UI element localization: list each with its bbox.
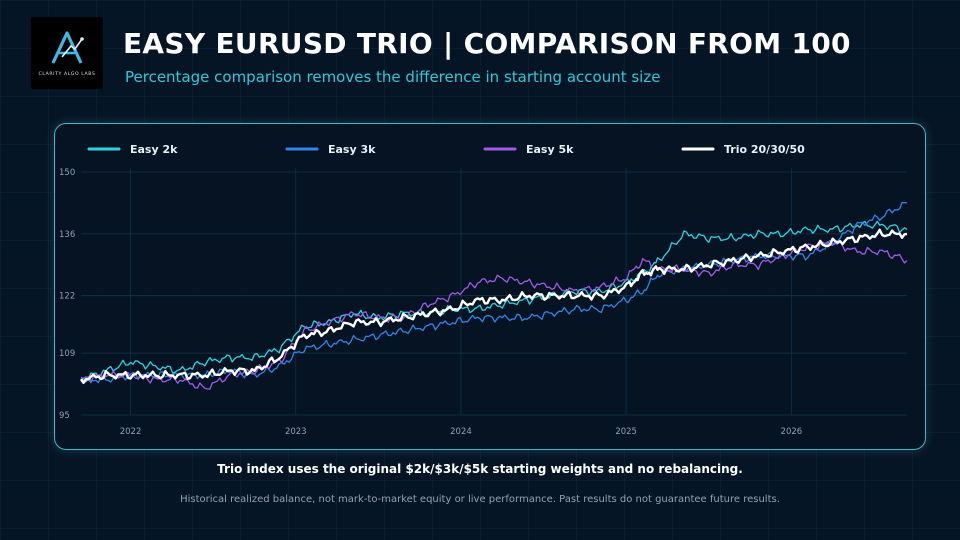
legend-label-trio-20-30-50: Trio 20/30/50	[724, 143, 805, 156]
x-tick-label: 2022	[120, 427, 142, 437]
y-tick-label: 95	[59, 411, 70, 421]
chart-grid	[81, 168, 907, 416]
series-line-trio-20-30-50	[80, 228, 908, 384]
page-subtitle: Percentage comparison removes the differ…	[125, 68, 661, 86]
legend-label-easy-5k: Easy 5k	[526, 143, 574, 156]
series-line-easy-3k	[80, 201, 908, 384]
series-line-easy-2k	[80, 220, 908, 383]
brand-logo: CLARITY ALGO LABS	[31, 17, 103, 89]
logo-text: CLARITY ALGO LABS	[38, 72, 96, 77]
legend-label-easy-3k: Easy 3k	[328, 143, 376, 156]
y-tick-label: 136	[59, 230, 75, 240]
disclaimer-text: Historical realized balance, not mark-to…	[180, 494, 780, 505]
chart-series	[80, 201, 908, 390]
x-tick-label: 2023	[285, 427, 307, 437]
y-tick-label: 150	[59, 168, 75, 178]
chart-footnote: Trio index uses the original $2k/$3k/$5k…	[217, 462, 743, 476]
logo-mark-icon	[51, 31, 84, 64]
line-chart: 150 136 122 109 95 2022 2023 2024 2025 2026 Easy…	[59, 143, 908, 437]
chart-legend: Easy 2k Easy 3k Easy 5k Trio 20/30/50	[87, 143, 805, 156]
chart-panel: 150 136 122 109 95 2022 2023 2024 2025 2026 Easy…	[54, 123, 926, 450]
x-tick-label: 2024	[450, 427, 472, 437]
legend-label-easy-2k: Easy 2k	[130, 143, 178, 156]
series-line-easy-5k	[80, 240, 908, 390]
x-tick-label: 2026	[781, 427, 803, 437]
x-tick-label: 2025	[615, 427, 637, 437]
y-axis-ticks: 150 136 122 109 95	[59, 168, 75, 421]
y-tick-label: 122	[59, 292, 75, 302]
y-tick-label: 109	[59, 349, 75, 359]
page-title: EASY EURUSD TRIO | COMPARISON FROM 100	[123, 27, 851, 60]
x-axis-ticks: 2022 2023 2024 2025 2026	[120, 427, 802, 437]
